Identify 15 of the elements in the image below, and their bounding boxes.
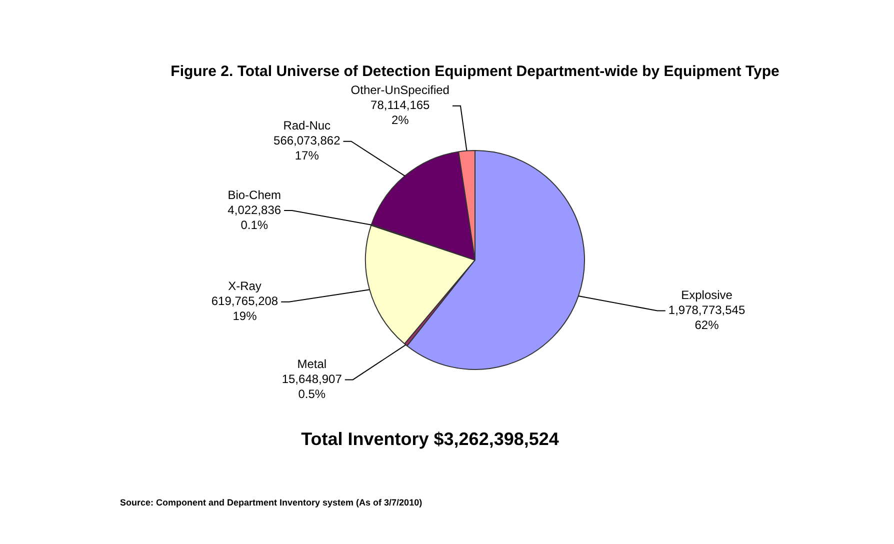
slice-label: Other-UnSpecified [350,83,450,98]
slice-label: Rad-Nuc [283,118,331,133]
chart-title: Figure 2. Total Universe of Detection Equipment Department-wide by Equipment Type [170,63,780,80]
data-label: 566,073,862 17% [274,134,341,163]
slice-label: X-Ray [228,279,262,294]
slice-label: Bio-Chem [228,188,282,202]
data-label: 619,765,208 19% [211,294,278,324]
data-label: 78,114,165 2% [370,98,430,128]
slice-label: Metal [297,357,327,372]
data-label: 15,648,907 0.5% [282,372,342,402]
data-label: 4,022,836 0.1% [228,202,282,232]
source-note: Source: Component and Department Inventory system (As of 3/7/2010) [120,497,422,508]
text: Total Inventory $3,262,398,524 [301,428,559,449]
data-label: 1,978,773,545 62% [668,303,746,332]
slice-label: Explosive [681,288,733,302]
